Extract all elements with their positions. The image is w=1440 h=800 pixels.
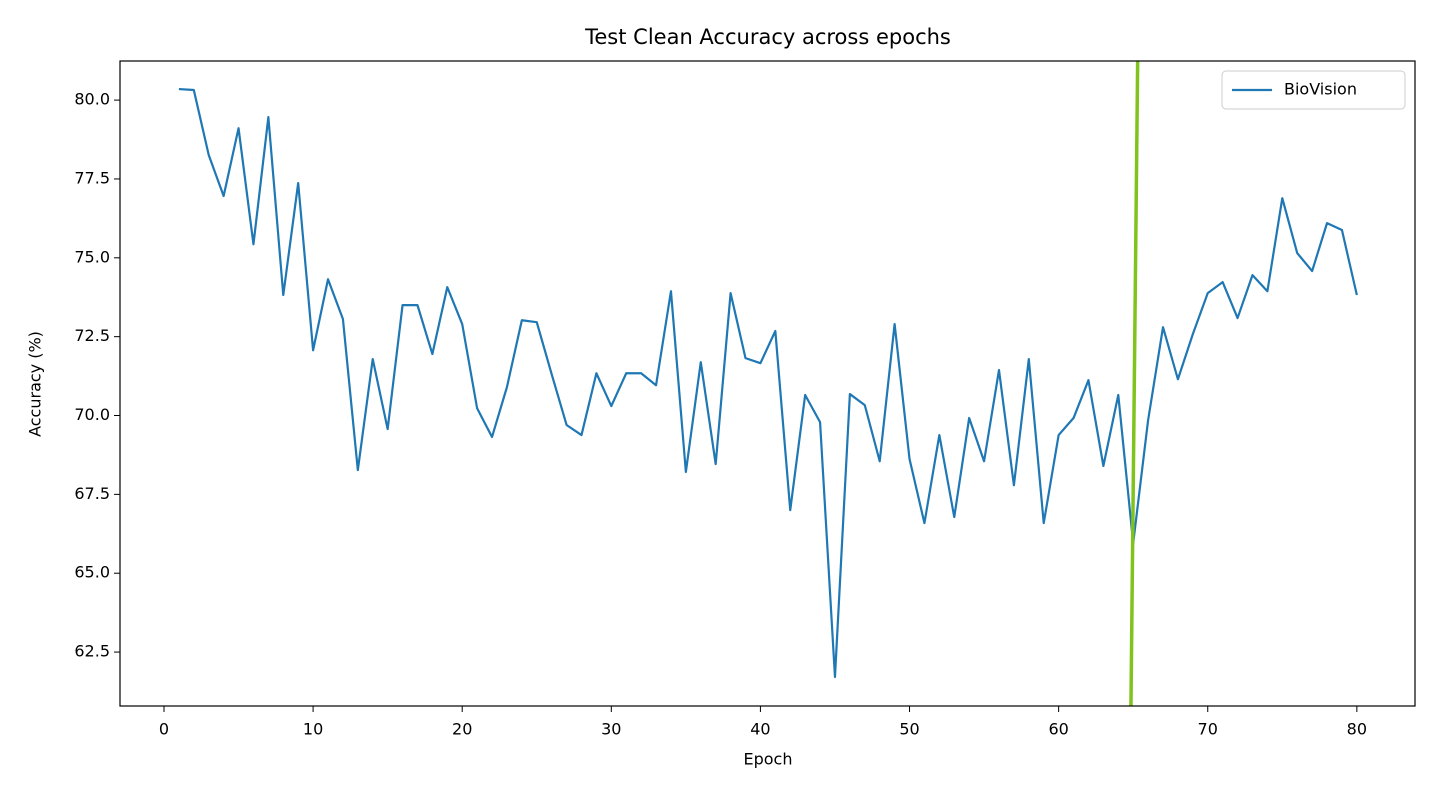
- y-tick-label: 72.5: [74, 326, 110, 345]
- x-tick-label: 30: [601, 720, 621, 739]
- y-tick-label: 62.5: [74, 642, 110, 661]
- y-tick-label: 77.5: [74, 168, 110, 187]
- x-tick-label: 0: [159, 720, 169, 739]
- plot-frame: [119, 60, 1416, 707]
- y-tick-label: 80.0: [74, 90, 110, 109]
- x-tick-label: 80: [1347, 720, 1367, 739]
- x-tick-label: 40: [750, 720, 770, 739]
- y-axis-label: Accuracy (%): [26, 331, 45, 437]
- x-tick-label: 20: [452, 720, 472, 739]
- legend-box: [1221, 70, 1406, 110]
- legend-label: BioVision: [1284, 80, 1357, 99]
- overlay-line: [1129, 61, 1140, 706]
- y-tick-label: 70.0: [74, 405, 110, 424]
- x-tick-label: 10: [303, 720, 323, 739]
- y-tick-label: 65.0: [74, 563, 110, 582]
- x-tick-label: 70: [1198, 720, 1218, 739]
- x-tick-label: 60: [1048, 720, 1068, 739]
- y-tick-label: 75.0: [74, 247, 110, 266]
- y-tick-label: 67.5: [74, 484, 110, 503]
- x-tick-label: 50: [899, 720, 919, 739]
- series-line: [178, 87, 1358, 679]
- chart-title: Test Clean Accuracy across epochs: [584, 25, 951, 49]
- x-axis-label: Epoch: [744, 750, 793, 769]
